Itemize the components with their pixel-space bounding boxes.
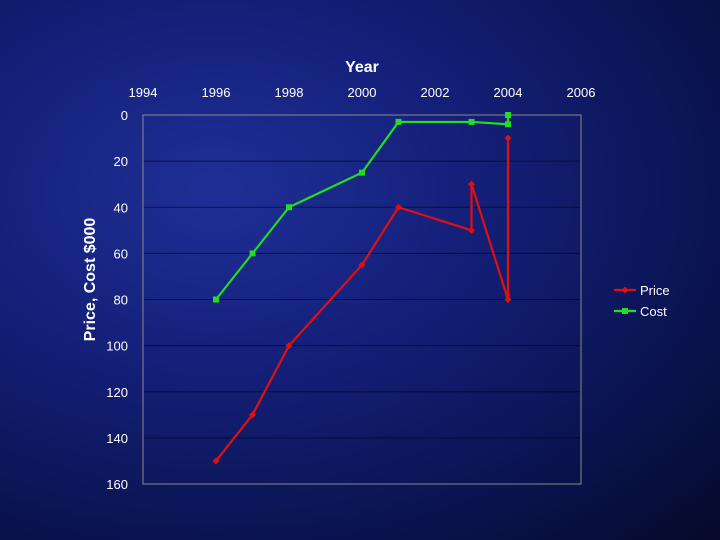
grid xyxy=(143,160,581,439)
x-tick-label: 1998 xyxy=(275,85,304,100)
data-point-price xyxy=(504,296,512,303)
legend-marker xyxy=(621,286,629,294)
y-tick-label: 0 xyxy=(121,108,128,123)
data-point-price xyxy=(285,342,293,350)
data-point-cost xyxy=(359,169,365,176)
data-point-price xyxy=(468,226,475,234)
data-point-cost xyxy=(213,296,219,303)
x-tick-labels: 1994 1996 1998 2000 2002 2004 2006 xyxy=(129,85,596,100)
x-tick-label: 2002 xyxy=(421,85,450,100)
data-point-price xyxy=(358,261,366,269)
data-point-cost xyxy=(505,121,511,128)
data-point-cost xyxy=(286,204,292,211)
y-tick-label: 40 xyxy=(114,200,128,215)
y-tick-labels: 0 20 40 60 80 100 120 140 160 xyxy=(106,108,128,492)
data-point-cost xyxy=(468,118,475,125)
data-point-cost xyxy=(249,250,256,257)
y-tick-label: 120 xyxy=(106,385,128,400)
y-tick-label: 60 xyxy=(114,246,128,261)
series-cost xyxy=(213,112,511,303)
y-tick-label: 80 xyxy=(114,293,128,308)
legend-label: Price xyxy=(640,283,670,298)
data-point-price xyxy=(249,411,256,419)
legend-marker xyxy=(622,308,628,314)
x-tick-label: 2006 xyxy=(567,85,596,100)
y-tick-label: 160 xyxy=(106,477,128,492)
series xyxy=(212,112,512,465)
series-price xyxy=(212,134,512,465)
x-tick-label: 2000 xyxy=(348,85,377,100)
legend-label: Cost xyxy=(640,304,667,319)
y-tick-label: 100 xyxy=(106,339,128,354)
legend-item-price: Price xyxy=(614,283,670,298)
y-tick-label: 20 xyxy=(114,154,128,169)
x-tick-label: 2004 xyxy=(494,85,523,100)
data-point-cost xyxy=(395,118,402,125)
x-tick-label: 1996 xyxy=(202,85,231,100)
data-point-price xyxy=(395,203,402,211)
y-axis-title: Price, Cost $000 xyxy=(82,218,99,342)
series-line-cost xyxy=(215,115,510,301)
plot-area xyxy=(142,114,582,485)
data-point-cost xyxy=(505,112,511,118)
x-axis-title: Year xyxy=(345,59,379,76)
data-point-price xyxy=(468,180,475,188)
data-point-price xyxy=(504,134,512,142)
legend-item-cost: Cost xyxy=(614,304,667,319)
legend: Price Cost xyxy=(614,283,670,319)
y-tick-label: 140 xyxy=(106,431,128,446)
x-tick-label: 1994 xyxy=(129,85,158,100)
data-point-price xyxy=(212,457,220,465)
